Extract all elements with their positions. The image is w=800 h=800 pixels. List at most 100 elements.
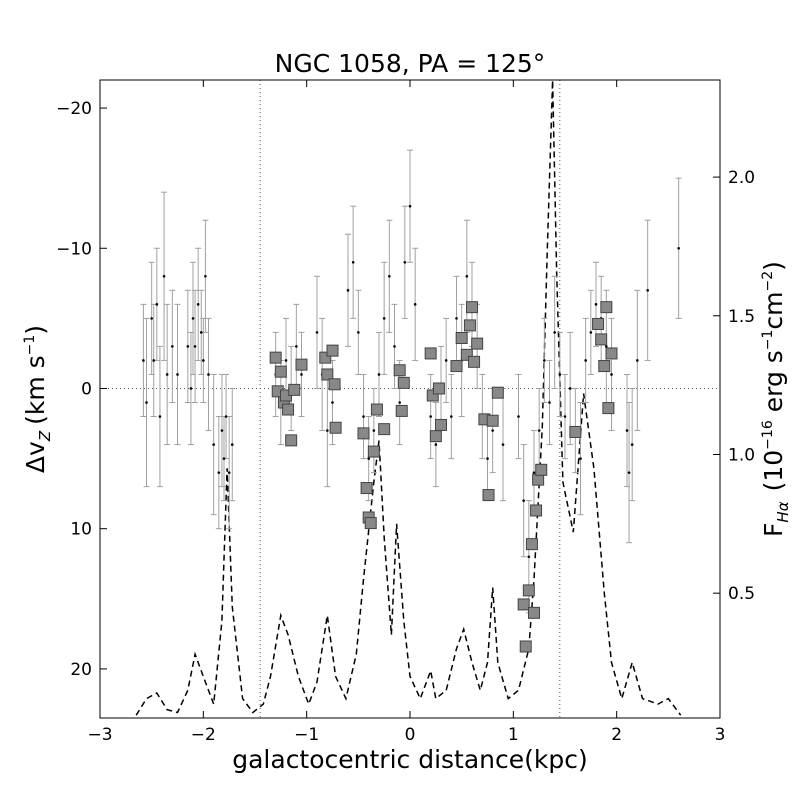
velocity-point	[165, 373, 169, 376]
velocity-point	[326, 429, 329, 432]
velocity-point	[372, 429, 376, 432]
velocity-point	[646, 289, 649, 292]
reference-lines	[100, 80, 720, 718]
x-tick-label: −3	[87, 725, 112, 745]
square-marker	[463, 319, 476, 332]
x-axis-ticks: −3 −2 −1 0 1 2 3	[87, 80, 725, 745]
square-marker	[466, 301, 478, 314]
velocity-point	[357, 331, 360, 334]
square-marker	[486, 414, 499, 427]
y-left-axis-ticks: −20 −10 0 10 20	[56, 99, 107, 680]
velocity-point	[367, 457, 370, 460]
y-right-tick-label: 2.0	[728, 168, 755, 188]
y-right-tick-label: 0.5	[728, 584, 755, 604]
velocity-points-group	[142, 204, 680, 559]
square-marker	[328, 378, 341, 391]
velocity-point	[594, 303, 598, 306]
square-marker	[525, 538, 538, 551]
velocity-point	[227, 471, 231, 474]
y-right-tick-label: 1.0	[728, 445, 755, 465]
square-marker	[468, 355, 481, 368]
ylabel-right-units-sup: −16	[760, 420, 776, 450]
ylabel-left-subscript: Z	[36, 430, 54, 442]
velocity-point	[465, 275, 469, 278]
velocity-point	[517, 415, 520, 418]
velocity-point	[351, 260, 355, 264]
flux-curve-group	[135, 79, 682, 716]
square-marker	[285, 434, 298, 447]
square-marker	[295, 358, 308, 371]
velocity-point	[450, 415, 453, 418]
square-marker	[519, 640, 532, 653]
square-marker	[460, 348, 473, 361]
square-marker	[517, 598, 530, 611]
velocity-point	[558, 373, 562, 376]
velocity-point	[346, 289, 350, 292]
velocity-point	[486, 457, 489, 460]
velocity-point	[224, 415, 228, 418]
square-marker	[600, 301, 613, 314]
square-marker	[288, 383, 301, 396]
velocity-point	[189, 387, 193, 390]
velocity-point	[589, 331, 593, 334]
y-left-tick-label: 0	[81, 379, 92, 399]
x-tick-label: −2	[191, 725, 216, 745]
square-marker	[393, 364, 406, 377]
ylabel-right-symbol: F	[759, 523, 788, 537]
velocity-point	[429, 415, 432, 418]
velocity-point	[408, 204, 412, 208]
velocity-point	[413, 303, 417, 306]
y-left-axis-label: ΔvZ (km s−1)	[21, 325, 54, 473]
velocity-point	[677, 246, 680, 250]
velocity-point	[527, 555, 531, 559]
ylabel-right-units: (10	[759, 450, 788, 492]
square-marker	[364, 517, 377, 530]
velocity-point	[398, 401, 401, 404]
velocity-point	[434, 443, 438, 446]
velocity-point	[142, 359, 145, 362]
velocity-point	[145, 401, 148, 404]
velocity-point	[300, 373, 303, 376]
velocity-point	[553, 331, 556, 334]
square-marker	[595, 333, 608, 346]
ylabel-right-units-sup3: −2	[760, 271, 776, 292]
square-marker	[269, 351, 282, 364]
velocity-point	[315, 331, 319, 334]
velocity-point	[217, 471, 221, 474]
velocity-point	[568, 387, 572, 390]
velocity-point	[543, 359, 546, 362]
square-marker	[592, 317, 605, 330]
velocity-point	[284, 359, 288, 362]
square-marker	[602, 402, 615, 415]
velocity-point	[162, 275, 166, 278]
velocity-point	[176, 373, 179, 376]
ylabel-left-symbol: Δv	[21, 441, 50, 473]
velocity-point	[204, 275, 207, 278]
square-marker	[471, 337, 484, 350]
ylabel-right-subscript: Hα	[774, 501, 792, 522]
velocity-point	[158, 415, 162, 418]
square-marker	[429, 430, 442, 443]
y-right-tick-label: 1.5	[728, 307, 755, 327]
velocity-point	[625, 429, 629, 432]
square-markers-group	[269, 301, 618, 653]
velocity-point	[207, 373, 210, 376]
square-marker	[598, 360, 611, 373]
square-marker	[569, 425, 582, 438]
velocity-point	[455, 317, 458, 320]
velocity-point	[548, 401, 551, 404]
square-marker	[491, 386, 504, 399]
y-left-tick-label: 20	[70, 660, 92, 680]
velocity-point	[382, 317, 386, 320]
x-tick-label: 2	[611, 725, 622, 745]
y-left-tick-label: 10	[70, 520, 92, 540]
velocity-point	[444, 359, 448, 362]
square-marker	[450, 360, 463, 373]
velocity-point	[150, 317, 153, 320]
square-marker	[522, 584, 535, 597]
square-marker	[326, 344, 339, 357]
velocity-point	[627, 471, 631, 474]
y-left-tick-label: −20	[56, 99, 92, 119]
velocity-point	[196, 303, 200, 306]
ylabel-right-units-sup2: −1	[760, 330, 776, 351]
